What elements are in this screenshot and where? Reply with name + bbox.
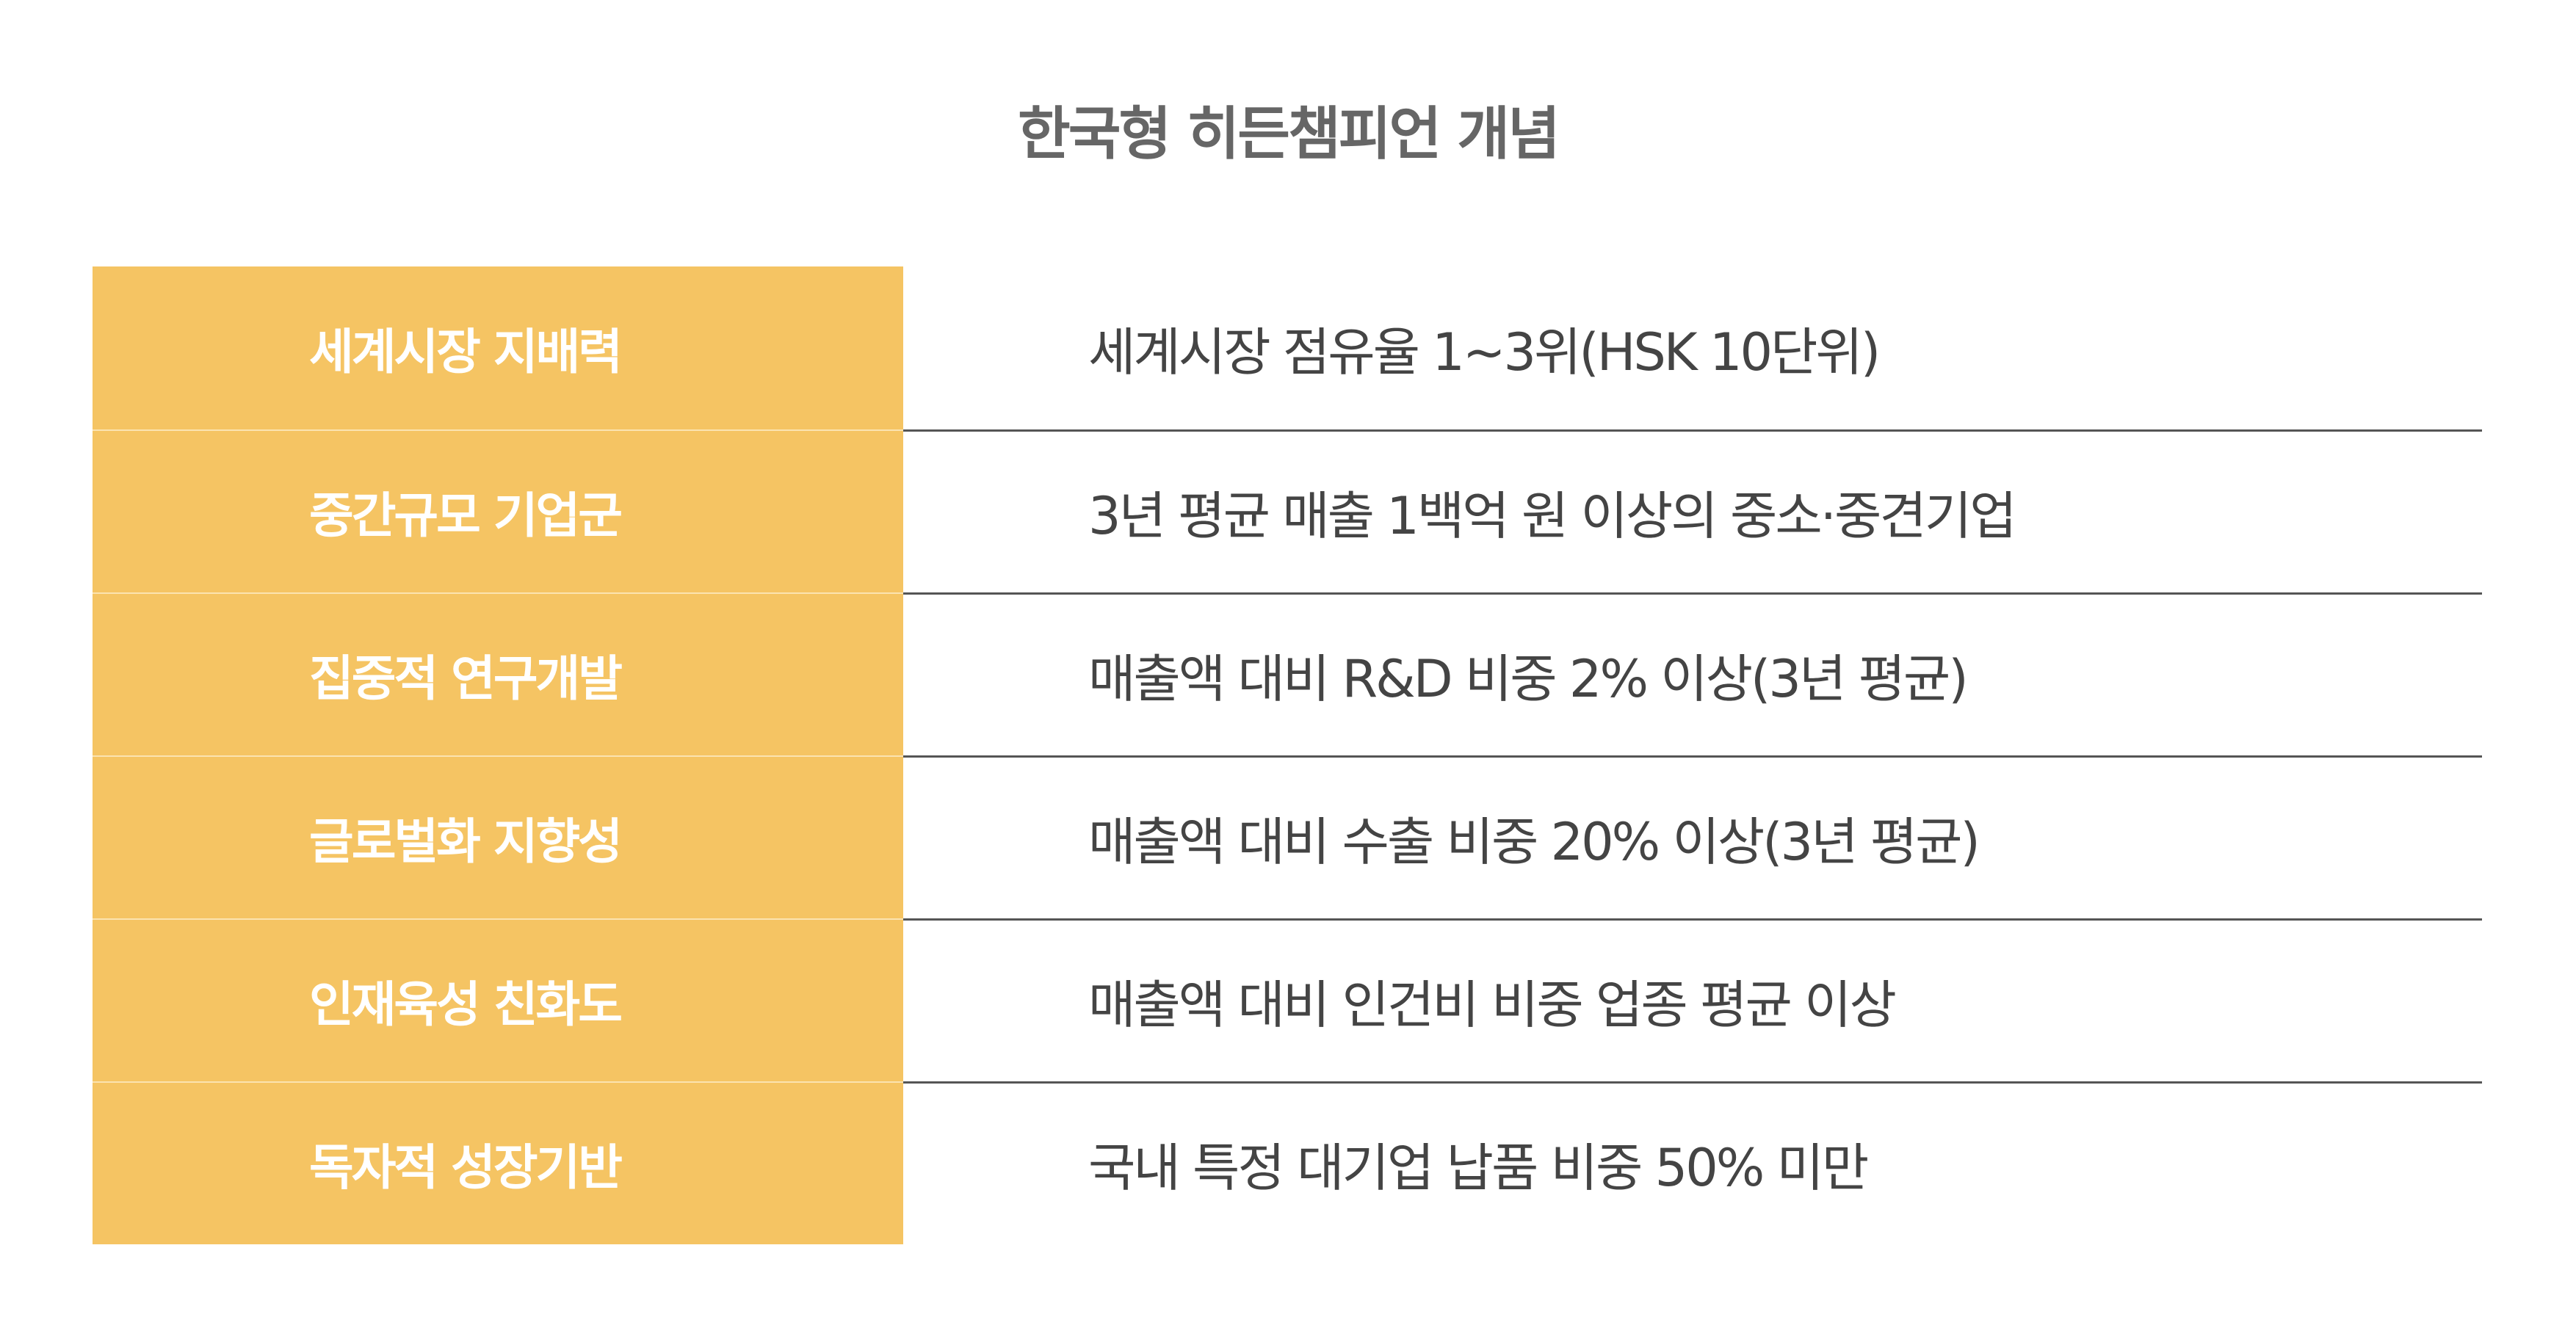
- row-label: 세계시장 지배력: [93, 266, 903, 429]
- row-label: 중간규모 기업군: [93, 429, 903, 592]
- table-row: 집중적 연구개발 매출액 대비 R&D 비중 2% 이상(3년 평균): [93, 592, 2482, 755]
- row-value: 매출액 대비 수출 비중 20% 이상(3년 평균): [903, 755, 2482, 918]
- row-label: 집중적 연구개발: [93, 592, 903, 755]
- row-label: 인재육성 친화도: [93, 918, 903, 1081]
- page-title: 한국형 히든챔피언 개념: [1018, 101, 1560, 167]
- concept-table: 세계시장 지배력 세계시장 점유율 1~3위(HSK 10단위) 중간규모 기업…: [93, 266, 2482, 1244]
- row-value: 국내 특정 대기업 납품 비중 50% 미만: [903, 1081, 2482, 1244]
- table-row: 인재육성 친화도 매출액 대비 인건비 비중 업종 평균 이상: [93, 918, 2482, 1081]
- table-row: 세계시장 지배력 세계시장 점유율 1~3위(HSK 10단위): [93, 266, 2482, 429]
- row-value: 매출액 대비 R&D 비중 2% 이상(3년 평균): [903, 592, 2482, 755]
- row-value: 매출액 대비 인건비 비중 업종 평균 이상: [903, 918, 2482, 1081]
- table-row: 독자적 성장기반 국내 특정 대기업 납품 비중 50% 미만: [93, 1081, 2482, 1244]
- row-label: 독자적 성장기반: [93, 1081, 903, 1244]
- table-row: 중간규모 기업군 3년 평균 매출 1백억 원 이상의 중소·중견기업: [93, 429, 2482, 592]
- row-value: 세계시장 점유율 1~3위(HSK 10단위): [1088, 322, 1881, 382]
- table-row: 글로벌화 지향성 매출액 대비 수출 비중 20% 이상(3년 평균): [93, 755, 2482, 918]
- row-label: 글로벌화 지향성: [93, 755, 903, 918]
- row-value: 3년 평균 매출 1백억 원 이상의 중소·중견기업: [903, 429, 2482, 592]
